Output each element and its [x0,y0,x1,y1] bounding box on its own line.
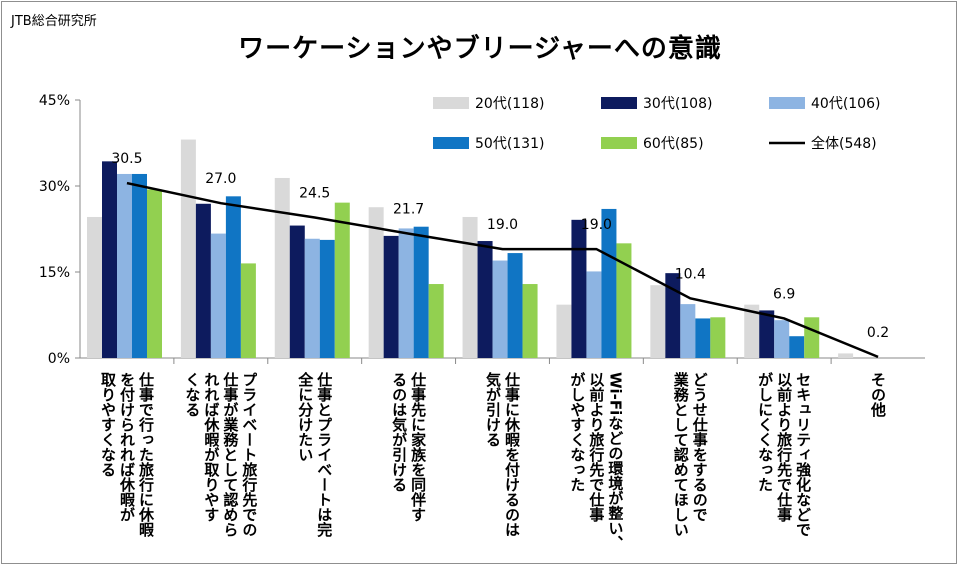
bar-60s [522,284,538,358]
data-label: 6.9 [773,286,795,302]
bar-30s [759,310,775,358]
bar-60s [240,263,256,358]
bar-20s [556,304,572,358]
bar-50s [413,226,429,358]
chart-title: ワーケーションやブリージャーへの意識 [238,34,722,64]
legend-label: 40代(106) [811,96,880,112]
legend-swatch [601,97,637,109]
data-label: 19.0 [487,217,518,233]
bar-50s [319,239,335,358]
legend-label: 全体(548) [811,135,877,152]
legend-label: 30代(108) [643,96,712,112]
bar-60s [804,317,820,358]
category-label: がしやすくなった [568,371,586,492]
data-label: 10.4 [675,266,706,282]
bar-20s [274,177,290,358]
data-label: 30.5 [111,151,142,167]
bar-50s [695,318,711,358]
bar-30s [571,219,587,358]
category-label: れれば休暇が取りやす [202,372,220,522]
category-label: 以前より旅行先で仕事 [775,372,793,523]
bar-50s [789,336,805,358]
bar-60s [616,243,632,358]
bar-20s [462,216,478,358]
y-tick-label: 0% [48,351,70,367]
category-label: を付けられれば休暇が [118,372,136,522]
legend-label: 20代(118) [475,96,544,112]
bar-30s [102,161,117,358]
bar-30s [665,273,681,358]
bar-20s [87,216,102,358]
category-label: 全に分けたい [296,371,314,462]
category-label: セキュリティ強化などで [794,372,812,537]
data-label: 0.2 [867,325,889,341]
bar-40s [586,271,602,358]
category-label: 取りやすくなる [99,372,117,477]
category-label: 気が引ける [484,371,502,447]
overall-line [126,181,879,359]
bar-20s [368,207,384,358]
legend-swatch [433,137,469,149]
y-tick-label: 45% [39,93,70,109]
category-label: どうせ仕事をするので [691,372,709,522]
category-label: Wi-Fiなどの環境が整い、 [606,372,624,550]
category-label: 業務として認めてほしい [672,371,690,537]
bar-30s [289,225,305,358]
bar-30s [477,241,493,358]
category-label: 仕事が業務として認めら [221,371,239,537]
category-label: がしにくくなった [756,371,774,492]
bar-50s [507,253,523,358]
bar-40s [117,173,132,358]
data-label: 27.0 [205,171,236,187]
bar-40s [304,238,320,358]
bar-40s [774,320,790,358]
bar-60s [147,189,162,358]
bar-60s [710,317,726,358]
bar-40s [398,228,414,358]
source-label: JTB総合研究所 [11,14,97,29]
category-label: 仕事に休暇を付けるのは [503,371,521,537]
bar-50s [132,173,147,358]
category-label: 仕事で行った旅行に休暇 [137,371,155,538]
legend-label: 50代(131) [475,136,544,152]
data-label: 21.7 [393,202,424,218]
y-tick-label: 30% [39,179,70,195]
bar-20s [180,139,196,358]
bar-20s [650,285,666,358]
bar-40s [492,260,508,358]
bar-60s [334,202,350,358]
bar-20s [838,353,854,358]
bar-50s [601,208,617,358]
bar-30s [383,235,399,358]
legend-label: 60代(85) [643,136,704,152]
legend-swatch [769,97,805,109]
bar-20s [744,304,760,358]
category-label: 仕事先に家族を同伴す [409,371,427,522]
bar-40s [210,233,226,358]
category-label: 仕事とプライベートは完 [315,371,333,538]
category-label: くなる [183,372,201,417]
category-label: プライベート旅行先での [240,372,258,537]
bar-50s [225,196,241,358]
legend-swatch [433,97,469,109]
bar-40s [680,304,696,358]
bar-60s [428,284,444,358]
data-label: 19.0 [581,217,612,233]
data-label: 24.5 [299,186,330,202]
category-label: その他 [869,372,887,418]
bar-30s [195,203,211,358]
category-label: 以前より旅行先で仕事 [587,372,605,523]
legend-swatch [601,137,637,149]
category-label: るのは気が引ける [390,372,408,492]
y-tick-label: 15% [39,265,70,281]
